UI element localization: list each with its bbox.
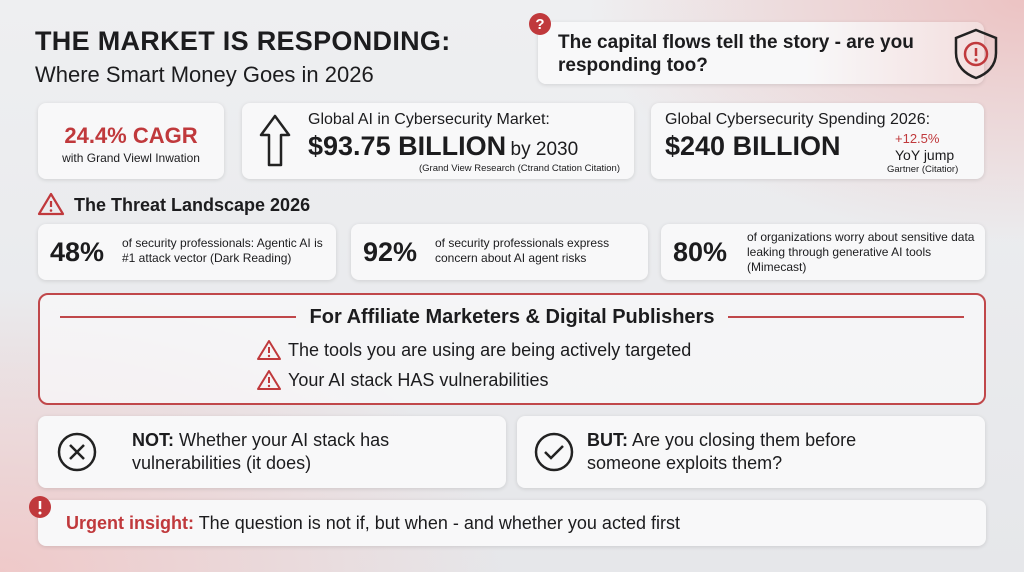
stat-suffix: by 2030 [510, 139, 579, 160]
stat-card: Global AI in Cybersecurity Market: $93.7… [242, 103, 634, 179]
contrast-label: BUT: [587, 430, 628, 450]
alert-icon [29, 496, 51, 518]
shield-icon [954, 28, 998, 80]
affiliate-box: For Affiliate Marketers & Digital Publis… [38, 293, 986, 405]
threat-card: 92% of security professionals express co… [351, 224, 648, 280]
check-icon [534, 432, 574, 472]
stat-card: Global Cybersecurity Spending 2026: $240… [651, 103, 984, 179]
stat-note: with Grand Viewl Inwation [62, 151, 200, 165]
stat-label: Global Cybersecurity Spending 2026: [665, 111, 931, 128]
threat-value: 80% [673, 237, 728, 267]
threat-card: 48% of security professionals: Agentic A… [38, 224, 336, 280]
stat-label: Global AI in Cybersecurity Market: [308, 111, 550, 128]
contrast-text: NOT: Whether your AI stack has vulnerabi… [132, 429, 432, 475]
threat-value: 48% [50, 237, 105, 267]
threat-text: of security professionals express concer… [435, 236, 610, 265]
subtitle: Where Smart Money Goes in 2026 [35, 62, 374, 87]
title: THE MARKET IS RESPONDING: [35, 26, 451, 56]
warning-icon [257, 340, 281, 360]
affiliate-title-wrap: For Affiliate Marketers & Digital Publis… [40, 306, 984, 329]
stat-change-note: YoY jump [895, 147, 955, 163]
affiliate-item: The tools you are using are being active… [288, 340, 692, 360]
threat-value: 92% [363, 237, 418, 267]
threat-text: of organizations worry about sensitive d… [747, 230, 975, 274]
affiliate-title: For Affiliate Marketers & Digital Publis… [295, 306, 729, 328]
contrast-card: BUT: Are you closing them before someone… [517, 416, 985, 488]
x-icon [57, 432, 97, 472]
threat-text: of security professionals: Agentic AI is… [122, 236, 323, 265]
question-icon: ? [529, 13, 551, 35]
arrow-up-icon [259, 114, 291, 167]
insight-body: The question is not if, but when - and w… [198, 513, 680, 533]
insight-text: Urgent insight: The question is not if, … [66, 513, 680, 534]
stat-value: $240 BILLION [665, 131, 841, 161]
stat-source: Gartner (Citatior) [887, 164, 959, 175]
callout-text: The capital flows tell the story - are y… [558, 32, 914, 76]
contrast-card: NOT: Whether your AI stack has vulnerabi… [38, 416, 506, 488]
stat-source: (Grand View Research (Ctrand Ctation Cit… [419, 163, 620, 174]
warning-icon [37, 192, 65, 216]
svg-text:?: ? [535, 16, 544, 33]
affiliate-item: Your AI stack HAS vulnerabilities [288, 370, 549, 390]
callout-box: The capital flows tell the story - are y… [538, 22, 984, 84]
warning-icon [257, 370, 281, 390]
contrast-text: BUT: Are you closing them before someone… [587, 429, 917, 475]
stat-value-row: $93.75 BILLION by 2030 [308, 131, 578, 162]
stat-value-text: 24.4% CAGR [64, 123, 198, 148]
stat-card: 24.4% CAGR with Grand Viewl Inwation [38, 103, 224, 179]
threats-title: The Threat Landscape 2026 [74, 195, 311, 215]
stat-change: +12.5% [895, 131, 940, 146]
insight-card: Urgent insight: The question is not if, … [38, 500, 986, 546]
insight-label: Urgent insight: [66, 513, 194, 533]
threat-card: 80% of organizations worry about sensiti… [661, 224, 985, 280]
stat-value: $93.75 BILLION [308, 131, 507, 161]
contrast-body: Whether your AI stack has vulnerabilitie… [132, 430, 390, 473]
contrast-body: Are you closing them before someone expl… [587, 430, 857, 473]
contrast-label: NOT: [132, 430, 174, 450]
stat-value: 24.4% CAGR [38, 123, 224, 149]
